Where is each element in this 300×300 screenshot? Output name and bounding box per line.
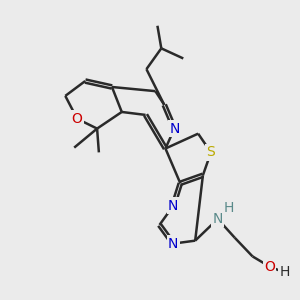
Text: H: H xyxy=(279,266,290,280)
Text: O: O xyxy=(72,112,83,126)
Text: S: S xyxy=(207,146,215,159)
Text: N: N xyxy=(169,122,180,136)
Text: N: N xyxy=(168,199,178,213)
Text: N: N xyxy=(168,237,178,250)
Text: O: O xyxy=(264,260,275,274)
Text: H: H xyxy=(224,201,234,215)
Text: N: N xyxy=(213,212,223,226)
